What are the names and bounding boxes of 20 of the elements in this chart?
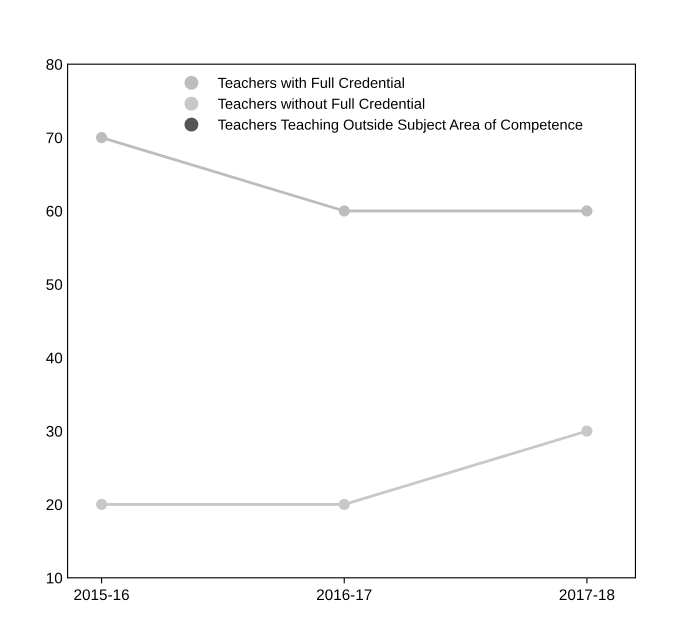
y-tick-label: 50 <box>46 279 62 290</box>
y-tick-label: 60 <box>46 206 62 217</box>
y-tick-label: 40 <box>46 352 62 364</box>
point <box>581 205 592 216</box>
legend-label: Teachers without Full Credential <box>218 98 424 109</box>
x-tick-label: 2015-16 <box>74 589 129 600</box>
y-tick-label: 30 <box>46 426 62 437</box>
x-tick-label: 2016-17 <box>316 589 372 600</box>
legend-label: Teachers Teaching Outside Subject Area of Competence <box>218 119 582 133</box>
point <box>581 426 592 437</box>
y-tick-label: 10 <box>46 572 62 584</box>
y-tick-label: 70 <box>46 132 62 144</box>
x-tick-label: 2017-18 <box>560 589 614 600</box>
y-tick-label: 20 <box>46 499 62 510</box>
y-tick-label: 80 <box>46 59 62 70</box>
point <box>96 132 108 144</box>
point <box>338 498 350 510</box>
point <box>338 205 350 216</box>
legend-label: Teachers with Full Credential <box>218 77 404 88</box>
point <box>96 498 108 510</box>
